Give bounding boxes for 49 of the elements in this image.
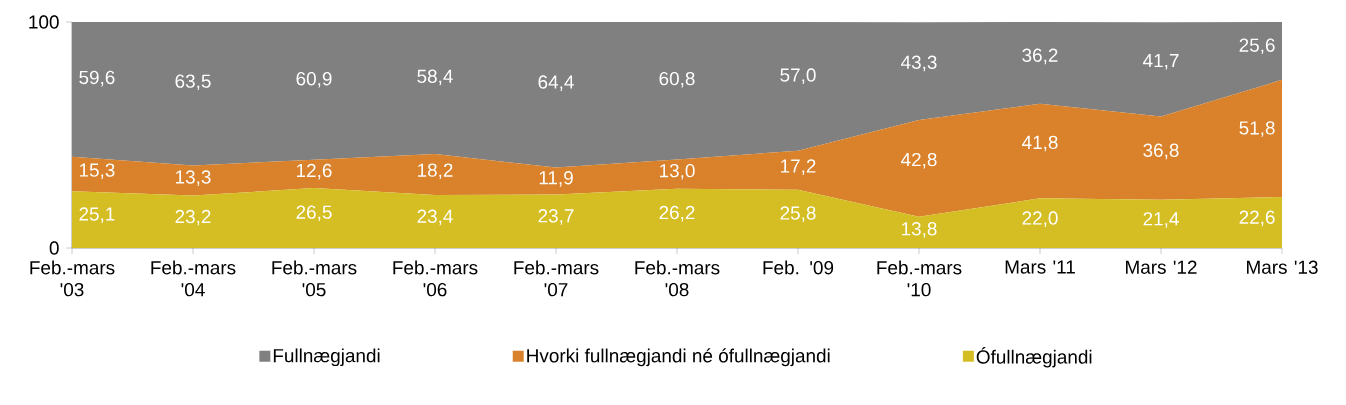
legend-label: Ófullnægjandi (976, 347, 1092, 368)
data-label: 59,6 (79, 70, 115, 87)
data-label: 13,0 (660, 163, 695, 180)
data-label: 23,7 (538, 209, 574, 225)
y-tick-label: 0 (49, 241, 59, 255)
data-label: 13,8 (902, 222, 937, 238)
x-tick-label: Feb.-mars '06 (393, 260, 478, 297)
data-label: 25,6 (1239, 38, 1275, 55)
data-label: 58,4 (417, 69, 453, 86)
x-tick-label: Feb.-mars '05 (272, 260, 357, 297)
data-label: 51,8 (1239, 121, 1275, 137)
data-label: 21,4 (1143, 212, 1179, 228)
data-label: 23,4 (417, 209, 453, 226)
x-tick-label: Feb.-mars '08 (635, 260, 720, 297)
y-tick-label: 100 (29, 15, 59, 29)
legend-label: Fullnægjandi (273, 348, 380, 367)
data-label: 41,8 (1022, 135, 1058, 152)
data-label: 42,8 (901, 152, 937, 169)
x-tick-label: Feb.-mars '07 (514, 260, 599, 297)
data-label: 13,3 (176, 170, 211, 186)
x-tick-label: Feb.-mars '10 (877, 260, 962, 297)
data-label: 15,3 (79, 163, 115, 180)
data-label: 64,4 (538, 75, 574, 91)
x-tick-label: Feb.-mars '03 (30, 260, 115, 297)
data-label: 17,2 (781, 159, 816, 175)
x-tick-label: Feb.-mars '04 (151, 260, 236, 297)
data-label: 25,1 (79, 207, 115, 223)
data-label: 36,8 (1143, 143, 1179, 160)
data-label: 25,8 (780, 206, 816, 222)
data-label: 22,6 (1239, 210, 1275, 227)
x-tick-label: Mars '11 (1005, 260, 1075, 274)
data-label: 11,9 (539, 171, 573, 187)
data-label: 43,3 (901, 55, 937, 72)
data-label: 63,5 (175, 74, 211, 91)
data-label: 57,0 (780, 68, 816, 84)
data-label: 12,6 (297, 163, 332, 180)
data-label: 41,7 (1143, 54, 1179, 70)
data-label: 60,9 (296, 71, 332, 88)
x-tick-label: Mars '12 (1126, 260, 1197, 274)
data-label: 26,5 (296, 205, 332, 222)
data-label: 22,0 (1022, 211, 1058, 227)
data-label: 60,8 (659, 71, 695, 88)
x-tick-label: Feb. '09 (763, 260, 834, 275)
x-tick-label: Mars '13 (1247, 260, 1318, 274)
data-label: 26,2 (659, 205, 695, 222)
data-label: 18,2 (418, 163, 453, 180)
data-label: 23,2 (175, 209, 211, 226)
legend-label: Hvorki fullnægjandi né ófullnægjandi (527, 348, 830, 367)
data-label: 36,2 (1022, 48, 1058, 65)
